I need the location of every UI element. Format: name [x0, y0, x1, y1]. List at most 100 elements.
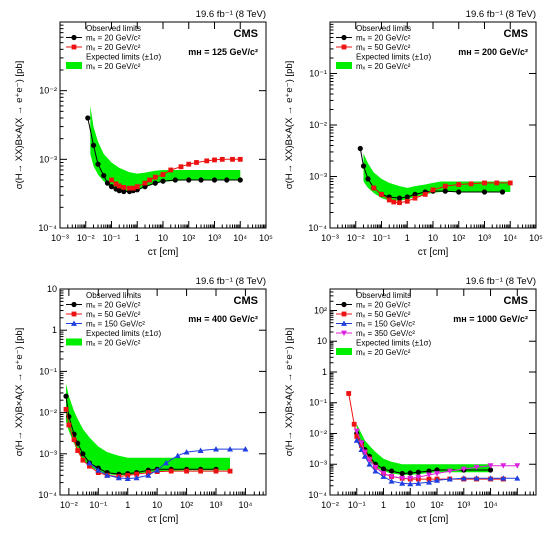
data-point: [415, 480, 422, 486]
data-point: [407, 480, 414, 487]
data-point: [456, 189, 462, 195]
data-point: [386, 197, 392, 203]
data-point: [109, 177, 114, 183]
legend-entry: mₓ = 20 GeV/c²: [86, 62, 141, 71]
legend-marker: [71, 301, 77, 308]
x-axis-title: cτ [cm]: [418, 514, 449, 525]
y-tick-label: 10⁻³: [39, 154, 57, 164]
data-point: [194, 160, 199, 165]
data-point: [399, 475, 406, 482]
legend-band-swatch: [336, 348, 352, 355]
legend-entry: mₓ = 20 GeV/c²: [356, 34, 411, 43]
x-tick-label: 1: [381, 500, 386, 510]
legend-band-swatch: [66, 62, 82, 69]
legend-marker: [341, 320, 347, 326]
data-point: [95, 161, 101, 167]
plot-area: [346, 391, 521, 487]
data-point: [86, 459, 93, 466]
legend-header: Expected limits (±1σ): [356, 339, 431, 348]
legend-band-swatch: [336, 62, 352, 69]
mass-label: mʜ = 125 GeV/c²: [188, 47, 258, 57]
cms-label: CMS: [504, 295, 528, 307]
legend-entry: mₓ = 20 GeV/c²: [356, 301, 411, 310]
x-tick-label: 10⁴: [233, 233, 247, 243]
data-point: [104, 472, 111, 478]
data-point: [121, 185, 127, 190]
data-point: [198, 177, 204, 183]
data-point: [346, 391, 352, 396]
x-tick-label: 10⁴: [503, 233, 517, 243]
data-point: [147, 177, 152, 183]
y-tick-label: 10⁻³: [39, 449, 57, 459]
data-point: [80, 451, 86, 457]
data-point: [130, 185, 136, 191]
y-axis-title: σ(H→ XX)B×A(X → e⁺e⁻) [pb]: [284, 328, 295, 457]
legend-marker: [71, 44, 77, 50]
data-point: [430, 187, 436, 193]
data-point: [237, 156, 243, 162]
data-point: [213, 468, 219, 474]
y-axis-title: σ(H→ XX)B×A(X → e⁺e⁻) [pb]: [284, 61, 295, 190]
data-point: [154, 467, 161, 473]
data-point: [178, 164, 184, 170]
y-tick-label: 10⁻¹: [39, 366, 57, 376]
y-tick-label: 10⁻⁴: [308, 490, 327, 500]
legend-marker: [71, 34, 77, 41]
data-point: [361, 449, 368, 456]
lumi-label: 19.6 fb⁻¹ (8 TeV): [466, 276, 536, 287]
x-tick-label: 1: [125, 500, 130, 510]
lumi-label: 19.6 fb⁻¹ (8 TeV): [196, 9, 266, 20]
plot-area: [63, 383, 249, 482]
legend-entry: mₓ = 20 GeV/c²: [356, 348, 411, 357]
data-point: [425, 472, 432, 478]
data-point: [404, 198, 410, 204]
data-point: [426, 468, 432, 474]
x-axis-title: cτ [cm]: [148, 247, 179, 258]
data-point: [357, 145, 363, 152]
y-tick-label: 10⁻⁴: [38, 223, 57, 233]
legend-marker: [341, 301, 347, 308]
data-point: [115, 474, 122, 481]
data-point: [500, 475, 507, 481]
expected-band: [90, 105, 241, 192]
panel-bottom-left: 10⁻² 10⁻¹ 1 10 10² 10³ 10⁴ 10⁻⁴ 10⁻³ 10⁻² 10⁻¹ 1 10 1…: [14, 276, 267, 525]
data-point: [227, 446, 234, 452]
data-point: [121, 188, 127, 195]
data-point: [380, 466, 387, 472]
data-point: [160, 178, 166, 184]
legend-band-swatch: [66, 338, 82, 346]
data-point: [184, 468, 189, 474]
data-point: [460, 466, 467, 473]
data-point: [426, 476, 432, 482]
data-point: [499, 189, 506, 195]
data-point: [116, 188, 122, 194]
mass-label: mʜ = 400 GeV/c²: [188, 314, 258, 324]
legend-marker: [341, 330, 347, 336]
y-tick-label: 10⁻³: [309, 172, 327, 182]
x-tick-label: 10⁻³: [321, 233, 339, 243]
data-point: [152, 180, 158, 186]
data-point: [152, 174, 158, 180]
data-point: [87, 463, 92, 469]
legend-header: Observed limits: [356, 291, 411, 300]
data-point: [242, 446, 249, 452]
cms-label: CMS: [234, 28, 258, 40]
legend-header: Expected limits (±1σ): [86, 329, 161, 338]
data-point: [425, 479, 432, 485]
data-point: [237, 177, 243, 183]
x-axis-title: cτ [cm]: [148, 514, 179, 525]
data-point: [168, 167, 174, 173]
legend-entry: mₓ = 20 GeV/c²: [86, 339, 141, 348]
y-tick-label: 10⁻³: [309, 459, 327, 469]
data-point: [380, 471, 387, 477]
data-point: [388, 478, 395, 484]
data-point: [211, 177, 218, 183]
expected-band: [66, 383, 230, 476]
y-tick-label: 10²: [314, 305, 327, 315]
cms-label: CMS: [504, 28, 528, 40]
x-tick-label: 10⁻¹: [89, 500, 107, 510]
panel-top-right: 10⁻³ 10⁻² 10⁻¹ 1 10 10² 10³ 10⁴ 10⁵10⁻⁴10⁻³10⁻²1…: [284, 9, 543, 258]
mass-label: mʜ = 1000 GeV/c²: [453, 314, 528, 324]
data-point: [407, 475, 414, 482]
